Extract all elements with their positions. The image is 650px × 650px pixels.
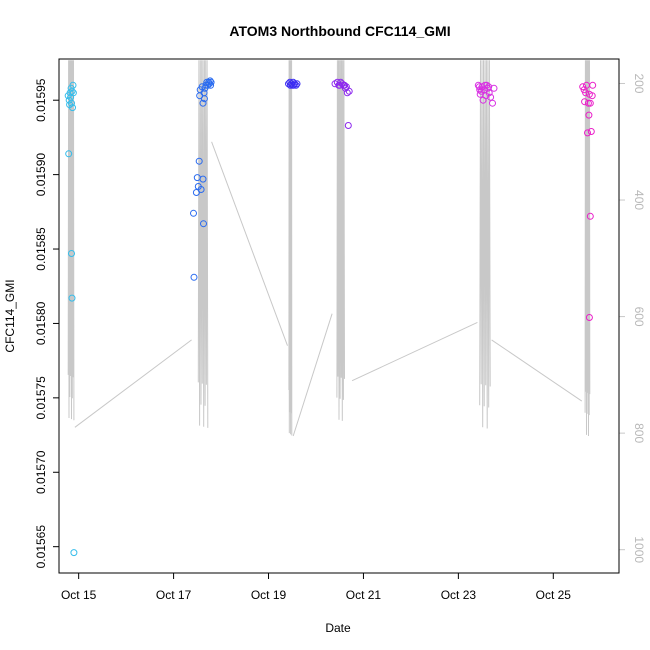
data-points — [64, 77, 597, 557]
x-tick-label: Oct 15 — [61, 588, 97, 602]
x-tick-label: Oct 17 — [156, 588, 192, 602]
y2-tick-label: 600 — [632, 307, 646, 327]
data-point — [474, 81, 482, 89]
data-point — [584, 99, 592, 107]
y2-tick-label: 200 — [632, 73, 646, 93]
y-tick-label: 0.01595 — [34, 78, 48, 122]
data-point — [68, 250, 75, 257]
data-point — [588, 92, 596, 100]
y-tick-label: 0.01585 — [34, 227, 48, 271]
y2-tick-label: 800 — [632, 423, 646, 443]
data-point — [586, 212, 594, 220]
data-point — [290, 81, 298, 89]
y-tick-label: 0.01565 — [34, 525, 48, 569]
data-point — [70, 549, 78, 557]
data-point — [585, 314, 593, 321]
data-point — [199, 99, 207, 107]
data-point — [342, 83, 350, 91]
y-axis-label: CFC114_GMI — [3, 279, 17, 352]
x-tick-label: Oct 23 — [441, 588, 477, 602]
data-point — [65, 150, 73, 158]
data-point — [587, 128, 595, 135]
y2-tick-label: 400 — [632, 190, 646, 210]
data-point — [581, 98, 589, 106]
data-point — [197, 186, 205, 193]
data-point — [190, 273, 198, 281]
data-point — [200, 220, 207, 228]
data-point — [200, 95, 208, 103]
data-point — [341, 81, 348, 89]
data-point — [487, 93, 495, 101]
data-point — [291, 80, 299, 88]
data-point — [589, 81, 597, 89]
x-tick-label: Oct 19 — [251, 588, 287, 602]
data-point — [69, 81, 77, 89]
data-point — [477, 87, 485, 95]
data-point — [190, 209, 197, 217]
data-point — [485, 83, 493, 91]
data-point — [206, 77, 214, 85]
x-axis-label: Date — [325, 621, 351, 635]
y-tick-label: 0.01580 — [34, 301, 48, 345]
data-point — [344, 122, 352, 129]
data-point — [582, 89, 590, 97]
data-point — [68, 294, 76, 302]
data-point — [66, 101, 74, 109]
data-point — [481, 81, 489, 89]
data-point — [207, 81, 215, 89]
x-tick-label: Oct 25 — [536, 588, 572, 602]
data-point — [286, 81, 294, 89]
altitude-line — [67, 60, 591, 437]
chart-title: ATOM3 Northbound CFC114_GMI — [229, 23, 450, 39]
data-point — [68, 99, 75, 107]
y-tick-label: 0.01590 — [34, 153, 48, 197]
y-tick-label: 0.01575 — [34, 376, 48, 420]
x-tick-label: Oct 21 — [346, 588, 382, 602]
data-point — [199, 175, 207, 183]
data-point — [69, 89, 77, 97]
data-point — [476, 86, 484, 94]
data-point — [489, 99, 496, 107]
data-point — [207, 78, 215, 86]
data-point — [195, 157, 203, 165]
y-tick-label: 0.01570 — [34, 450, 48, 494]
data-point — [584, 129, 591, 137]
data-point — [585, 111, 593, 119]
data-point — [293, 80, 301, 88]
y2-tick-label: 1000 — [632, 536, 646, 563]
plot-frame — [58, 58, 620, 574]
altitude-trace — [67, 60, 591, 437]
